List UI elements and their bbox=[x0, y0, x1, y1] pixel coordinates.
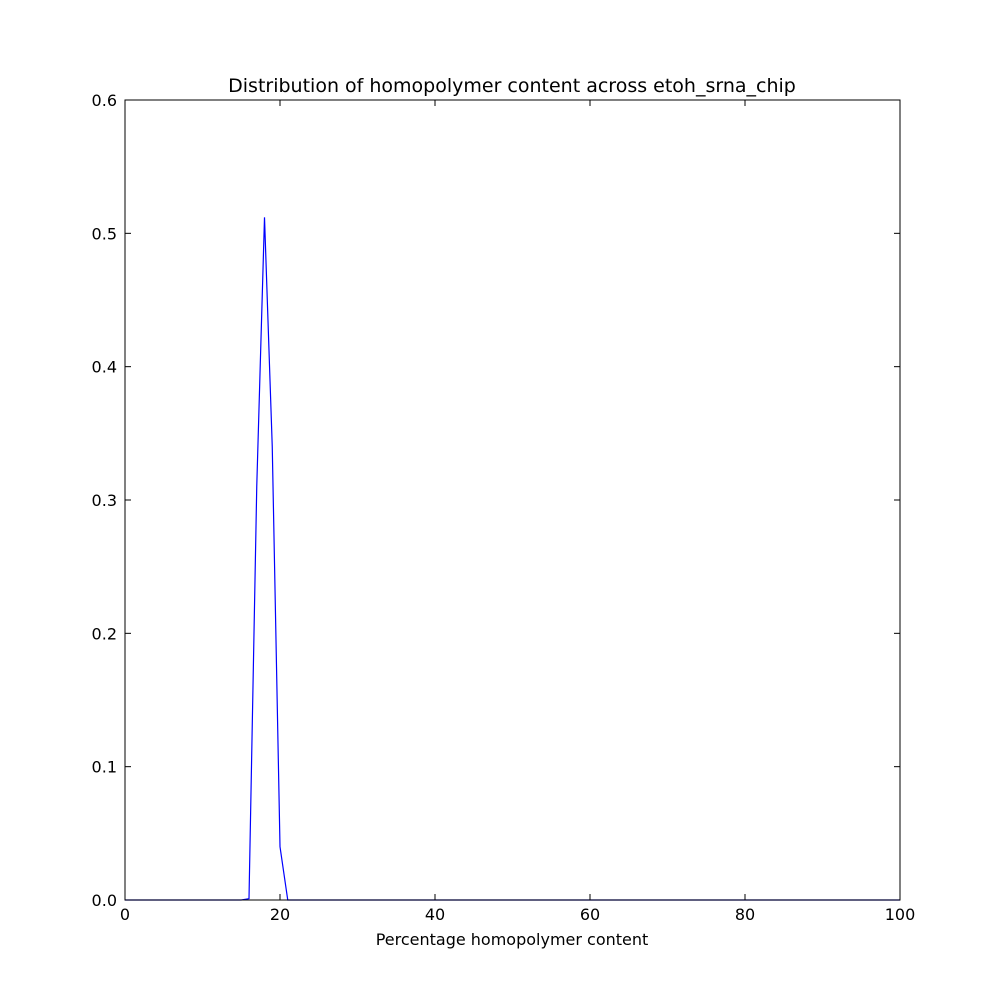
chart-title: Distribution of homopolymer content acro… bbox=[228, 75, 796, 97]
x-tick-label: 80 bbox=[735, 905, 755, 924]
x-tick-label: 40 bbox=[425, 905, 445, 924]
y-tick-label: 0.0 bbox=[92, 891, 117, 910]
x-tick-label: 0 bbox=[120, 905, 130, 924]
y-tick-label: 0.6 bbox=[92, 91, 117, 110]
y-tick-label: 0.3 bbox=[92, 491, 117, 510]
axis-ticks-layer: 0 20 40 60 80 100 0.0 0.1 0.2 0.3 0.4 0.5 0.6 bbox=[92, 91, 916, 924]
y-tick-label: 0.4 bbox=[92, 358, 117, 377]
plot-area-frame bbox=[124, 99, 901, 901]
y-tick-label: 0.2 bbox=[92, 624, 117, 643]
x-tick-label: 60 bbox=[580, 905, 600, 924]
plot-data-layer bbox=[125, 217, 900, 901]
series-line-0 bbox=[125, 217, 900, 901]
y-tick-label: 0.5 bbox=[92, 224, 117, 243]
x-tick-label: 20 bbox=[270, 905, 290, 924]
x-axis-label: Percentage homopolymer content bbox=[376, 930, 649, 949]
x-tick-label: 100 bbox=[885, 905, 916, 924]
y-tick-label: 0.1 bbox=[92, 758, 117, 777]
